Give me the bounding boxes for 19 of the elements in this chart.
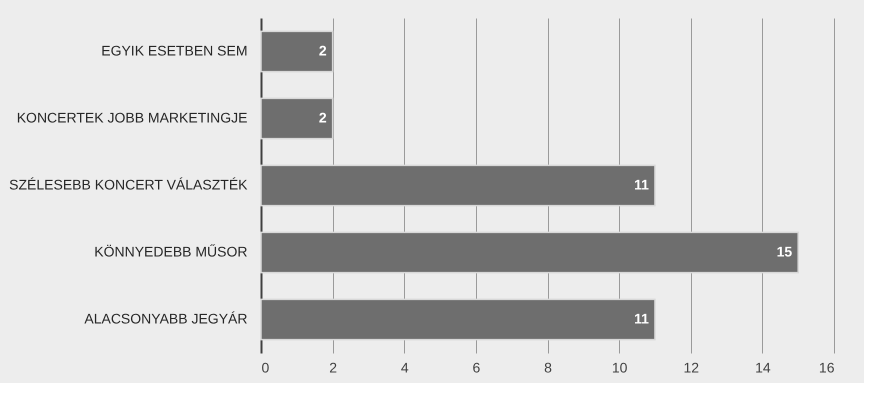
x-tick-label: 10 [612, 360, 628, 376]
x-tick-label: 12 [683, 360, 700, 376]
data-label: 11 [634, 310, 650, 326]
data-label: 2 [318, 42, 327, 58]
x-tick-label: 14 [755, 360, 771, 376]
y-tick-label: SZÉLESEBB KONCERT VÁLASZTÉK [9, 176, 248, 192]
x-tick-label: 8 [544, 360, 552, 376]
x-tick-label: 6 [472, 360, 480, 376]
x-tick-label: 0 [262, 360, 270, 376]
y-tick-label: KONCERTEK JOBB MARKETINGJE [16, 110, 248, 126]
y-tick-label: ALACSONYABB JEGYÁR [84, 310, 248, 326]
x-tick-label: 2 [329, 360, 338, 376]
y-tick-label: KÖNNYEDEBB MŰSOR [94, 244, 248, 260]
data-label: 2 [318, 110, 327, 126]
x-tick-label: 16 [818, 360, 835, 376]
y-tick-label: EGYIK ESETBEN SEM [101, 42, 248, 58]
data-label: 15 [776, 244, 792, 260]
data-label: 11 [634, 176, 650, 192]
x-tick-label: 4 [400, 360, 409, 376]
